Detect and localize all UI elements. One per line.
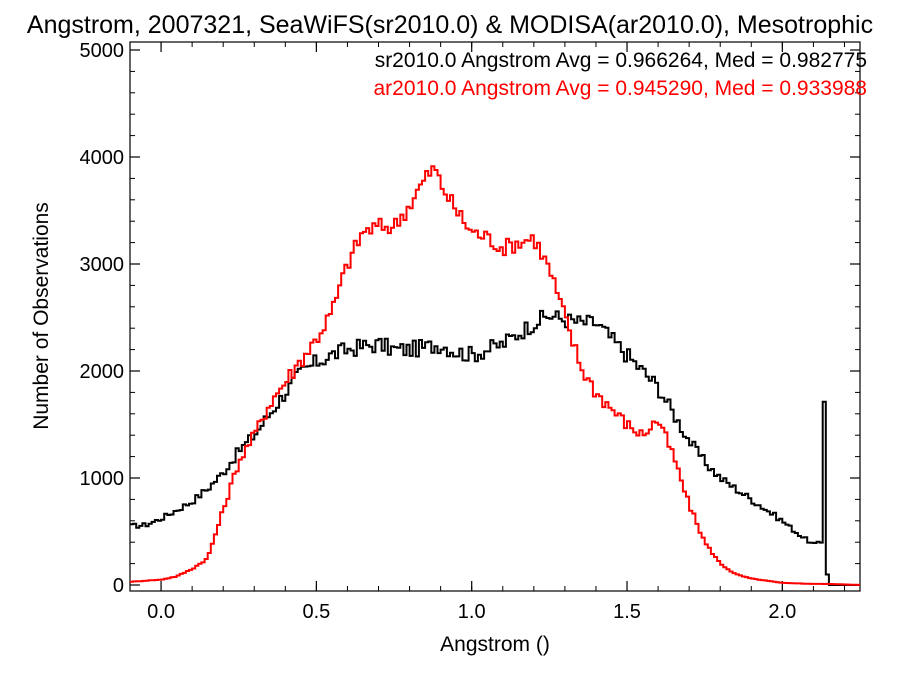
x-axis-label: Angstrom () — [440, 633, 550, 656]
y-tick-label: 5000 — [80, 40, 125, 62]
plot-frame — [129, 41, 861, 592]
chart-title: Angstrom, 2007321, SeaWiFS(sr2010.0) & M… — [27, 11, 873, 39]
legend-ar2010-stats: ar2010.0 Angstrom Avg = 0.945290, Med = … — [374, 77, 868, 100]
y-tick-label: 4000 — [80, 147, 125, 169]
y-tick-label: 0 — [113, 575, 124, 597]
y-tick-label: 2000 — [80, 361, 125, 383]
x-axis: 0.0 0.5 1.0 1.5 2.0 — [129, 42, 845, 623]
x-tick-label: 1.5 — [613, 601, 641, 623]
y-axis: 0 1000 2000 3000 4000 5000 — [80, 40, 860, 597]
x-tick-label: 2.0 — [768, 601, 796, 623]
y-tick-label: 3000 — [80, 254, 125, 276]
x-tick-label: 0.5 — [302, 601, 330, 623]
series-sr2010.0-line — [130, 309, 860, 586]
legend-sr2010-stats: sr2010.0 Angstrom Avg = 0.966264, Med = … — [375, 49, 867, 72]
series-ar2010.0-line — [130, 165, 860, 586]
y-axis-label: Number of Observations — [30, 202, 53, 430]
x-tick-label: 1.0 — [458, 601, 486, 623]
series-layer — [130, 165, 860, 586]
y-tick-label: 1000 — [80, 468, 125, 490]
x-tick-label: 0.0 — [147, 601, 175, 623]
